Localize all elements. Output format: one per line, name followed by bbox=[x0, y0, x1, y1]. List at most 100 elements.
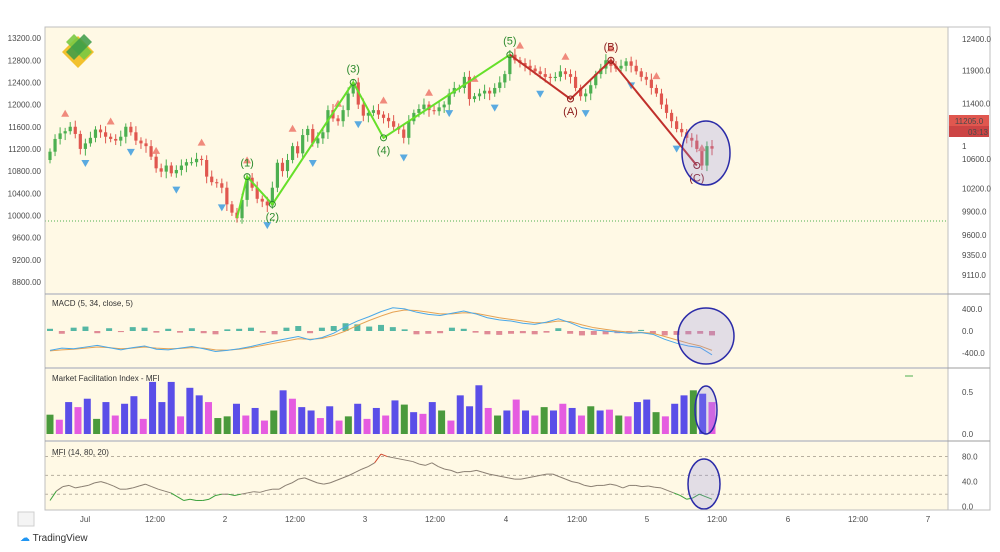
macd-histogram-bar bbox=[578, 331, 585, 336]
candle-body bbox=[695, 140, 699, 149]
candle-body bbox=[189, 162, 194, 164]
wave-label: (B) bbox=[604, 41, 619, 53]
time-axis-tick: 4 bbox=[504, 515, 509, 524]
mfi-line-segment bbox=[470, 469, 477, 473]
mfi-histogram-bar bbox=[307, 410, 315, 434]
left-axis-tick: 9600.00 bbox=[12, 234, 41, 243]
candle-body bbox=[568, 74, 573, 77]
candle-body bbox=[53, 138, 57, 152]
candle-body bbox=[124, 126, 128, 137]
mfi-histogram-bar bbox=[438, 410, 446, 434]
mfi-line-segment bbox=[234, 493, 242, 496]
wave-label: (A) bbox=[563, 106, 578, 118]
mfi-line-segment bbox=[616, 484, 624, 489]
mfi-histogram-bar bbox=[522, 410, 530, 434]
macd-histogram-bar bbox=[354, 324, 361, 331]
candle-body bbox=[589, 85, 593, 94]
macd-histogram-bar bbox=[271, 331, 278, 335]
fractal-up-marker bbox=[425, 88, 434, 96]
right-axis-tick: 9350.0 bbox=[962, 251, 987, 260]
mfi-line-segment bbox=[584, 484, 592, 488]
candle-body bbox=[462, 76, 466, 88]
mfi-line-segment bbox=[240, 492, 248, 495]
candle-body bbox=[579, 87, 583, 97]
macd-histogram-bar bbox=[47, 328, 53, 331]
macd-axis-tick: 400.0 bbox=[962, 305, 983, 314]
mfi-line-segment bbox=[208, 495, 216, 500]
candle-body bbox=[624, 61, 628, 66]
wave-pivot-marker bbox=[693, 162, 701, 170]
mfi-histogram-bar bbox=[512, 399, 520, 434]
candle-body bbox=[200, 158, 204, 160]
mfi-line-segment bbox=[361, 466, 369, 470]
mfi-line-segment bbox=[56, 486, 64, 492]
macd-histogram-bar bbox=[236, 328, 243, 331]
mfi-line-segment bbox=[571, 481, 579, 484]
mfi-histogram-bar bbox=[121, 403, 129, 434]
candle-body bbox=[553, 76, 557, 78]
mfi-histogram-bar bbox=[74, 407, 82, 434]
right-axis-tick: 12400.0 bbox=[962, 35, 991, 44]
mfi-histogram-bar bbox=[456, 395, 464, 434]
candle-body bbox=[366, 112, 370, 116]
fractal-down-marker bbox=[445, 110, 454, 118]
mfi-histogram-bar bbox=[149, 381, 157, 434]
mfi-line-segment bbox=[342, 474, 350, 479]
candle-body bbox=[619, 65, 623, 69]
mfi-line-segment bbox=[68, 484, 76, 489]
candle-body bbox=[639, 71, 643, 77]
mfi-line-segment bbox=[419, 463, 426, 466]
candle-body bbox=[523, 63, 527, 66]
macd-histogram-bar bbox=[141, 327, 148, 331]
macd-histogram-bar bbox=[425, 331, 432, 334]
macd-histogram-bar bbox=[177, 331, 184, 333]
mfi-line-segment bbox=[291, 478, 299, 484]
right-axis-tick: 11400.0 bbox=[962, 99, 991, 108]
mfi-histogram-bar bbox=[46, 414, 54, 434]
mfi-line-segment bbox=[228, 493, 235, 496]
candle-body bbox=[316, 138, 320, 144]
candle-body bbox=[376, 110, 381, 115]
macd-histogram-bar bbox=[555, 328, 562, 331]
macd-histogram-bar bbox=[673, 331, 680, 335]
mfi-histogram-bar bbox=[624, 416, 632, 434]
time-axis-tick: 12:00 bbox=[145, 515, 166, 524]
mfi-histogram-bar bbox=[260, 420, 268, 434]
highlight-ellipse bbox=[694, 385, 718, 435]
mfi-histogram-panel: Market Facilitation Index - MFI bbox=[45, 369, 948, 440]
right-axis-tick: 9600.0 bbox=[962, 231, 987, 240]
mfi-line-segment bbox=[247, 491, 254, 494]
fractal-down-marker bbox=[399, 154, 408, 162]
mfi-line-segment bbox=[393, 457, 401, 460]
mfi-histogram-bar bbox=[382, 415, 390, 434]
mfi-histogram-bar bbox=[680, 395, 688, 434]
macd-signal-line bbox=[49, 309, 713, 352]
mfi-line-segment bbox=[610, 483, 617, 486]
candle-body bbox=[371, 110, 376, 113]
candle-body bbox=[654, 87, 659, 94]
mfi-line-segment bbox=[278, 484, 286, 490]
mfi-line-segment bbox=[151, 486, 159, 490]
candle-body bbox=[482, 90, 487, 94]
macd-histogram-bar bbox=[401, 329, 408, 331]
candle-body bbox=[488, 90, 492, 94]
wave-pivot-marker bbox=[349, 78, 357, 86]
macd-histogram-bar bbox=[661, 331, 668, 336]
right-axis-tick: 11900.0 bbox=[962, 67, 991, 76]
mfi-line-segment bbox=[374, 453, 382, 464]
time-axis-tick: 12:00 bbox=[285, 515, 306, 524]
macd-histogram-bar bbox=[531, 331, 538, 335]
last-price-label: 11205.0 bbox=[955, 117, 984, 126]
axes: 13200.00 12800.00 12400.00 12000.00 11600.00… bbox=[8, 26, 991, 527]
macd-panel: MACD (5, 34, close, 5) bbox=[45, 295, 948, 367]
mfi-line-segment bbox=[253, 491, 261, 493]
mfi-line-segment bbox=[298, 477, 305, 480]
mfi-histogram-bar bbox=[158, 402, 166, 434]
mfi-histogram-bar bbox=[167, 381, 175, 434]
fractal-up-marker bbox=[379, 96, 388, 104]
fractal-up-marker bbox=[197, 138, 206, 146]
mfi-line-segment bbox=[495, 474, 503, 478]
candle-body bbox=[179, 165, 183, 170]
mfi-histogram-bar bbox=[410, 412, 418, 434]
